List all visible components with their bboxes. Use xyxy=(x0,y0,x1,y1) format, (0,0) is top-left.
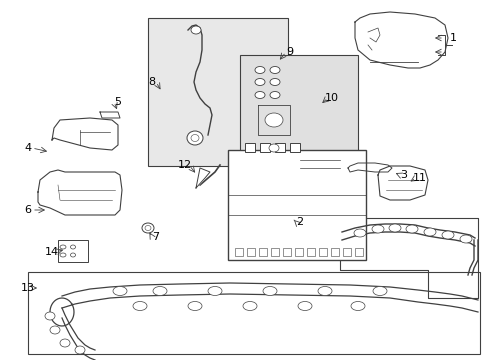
Bar xyxy=(295,248,303,256)
Bar xyxy=(271,248,279,256)
Bar xyxy=(148,18,288,166)
Polygon shape xyxy=(100,112,120,118)
Ellipse shape xyxy=(153,287,167,296)
Ellipse shape xyxy=(255,91,265,99)
Bar xyxy=(307,248,315,256)
Ellipse shape xyxy=(389,224,401,232)
Ellipse shape xyxy=(71,245,75,249)
Ellipse shape xyxy=(142,223,154,233)
Bar xyxy=(290,143,300,152)
Text: 9: 9 xyxy=(287,47,294,57)
Text: 1: 1 xyxy=(449,33,457,43)
Ellipse shape xyxy=(71,253,75,257)
Text: 4: 4 xyxy=(24,143,31,153)
Ellipse shape xyxy=(191,26,201,34)
Ellipse shape xyxy=(265,113,283,127)
Text: 11: 11 xyxy=(413,173,427,183)
Ellipse shape xyxy=(270,67,280,73)
Ellipse shape xyxy=(354,229,366,237)
Bar xyxy=(259,248,267,256)
Ellipse shape xyxy=(424,228,436,236)
Polygon shape xyxy=(52,118,118,150)
Bar xyxy=(283,248,291,256)
Bar xyxy=(28,272,480,354)
Ellipse shape xyxy=(187,131,203,145)
Bar xyxy=(247,248,255,256)
Ellipse shape xyxy=(191,135,199,141)
Ellipse shape xyxy=(60,253,66,257)
Ellipse shape xyxy=(133,302,147,310)
Bar xyxy=(343,248,351,256)
Ellipse shape xyxy=(255,67,265,73)
Ellipse shape xyxy=(255,78,265,86)
Polygon shape xyxy=(348,163,392,172)
Text: 2: 2 xyxy=(296,217,304,227)
Text: 6: 6 xyxy=(24,205,31,215)
Text: 8: 8 xyxy=(148,77,155,87)
Ellipse shape xyxy=(208,287,222,296)
Text: 10: 10 xyxy=(325,93,339,103)
Ellipse shape xyxy=(145,225,151,230)
Ellipse shape xyxy=(75,346,85,354)
Ellipse shape xyxy=(270,78,280,86)
Bar xyxy=(319,248,327,256)
Ellipse shape xyxy=(372,225,384,233)
Ellipse shape xyxy=(442,231,454,239)
Ellipse shape xyxy=(45,312,55,320)
Ellipse shape xyxy=(188,302,202,310)
Ellipse shape xyxy=(60,339,70,347)
Polygon shape xyxy=(378,166,428,200)
Polygon shape xyxy=(355,12,448,68)
Ellipse shape xyxy=(460,235,472,243)
Ellipse shape xyxy=(270,91,280,99)
Bar xyxy=(235,248,243,256)
Text: 7: 7 xyxy=(152,232,160,242)
Text: 14: 14 xyxy=(45,247,59,257)
Polygon shape xyxy=(38,170,122,215)
Bar xyxy=(275,143,285,152)
Ellipse shape xyxy=(318,287,332,296)
Text: 3: 3 xyxy=(400,170,408,180)
Text: 13: 13 xyxy=(21,283,35,293)
Ellipse shape xyxy=(298,302,312,310)
Ellipse shape xyxy=(351,302,365,310)
Bar xyxy=(245,143,255,152)
Ellipse shape xyxy=(263,287,277,296)
Bar xyxy=(260,143,270,152)
Bar xyxy=(355,248,363,256)
Ellipse shape xyxy=(269,144,279,152)
Ellipse shape xyxy=(243,302,257,310)
Text: 5: 5 xyxy=(115,97,122,107)
Polygon shape xyxy=(196,168,210,188)
Bar xyxy=(240,55,358,167)
Ellipse shape xyxy=(406,225,418,233)
Ellipse shape xyxy=(373,287,387,296)
Bar xyxy=(58,240,88,262)
Text: 12: 12 xyxy=(178,160,192,170)
Ellipse shape xyxy=(50,326,60,334)
Ellipse shape xyxy=(113,287,127,296)
Bar xyxy=(331,248,339,256)
Bar xyxy=(228,150,366,260)
Ellipse shape xyxy=(60,245,66,249)
